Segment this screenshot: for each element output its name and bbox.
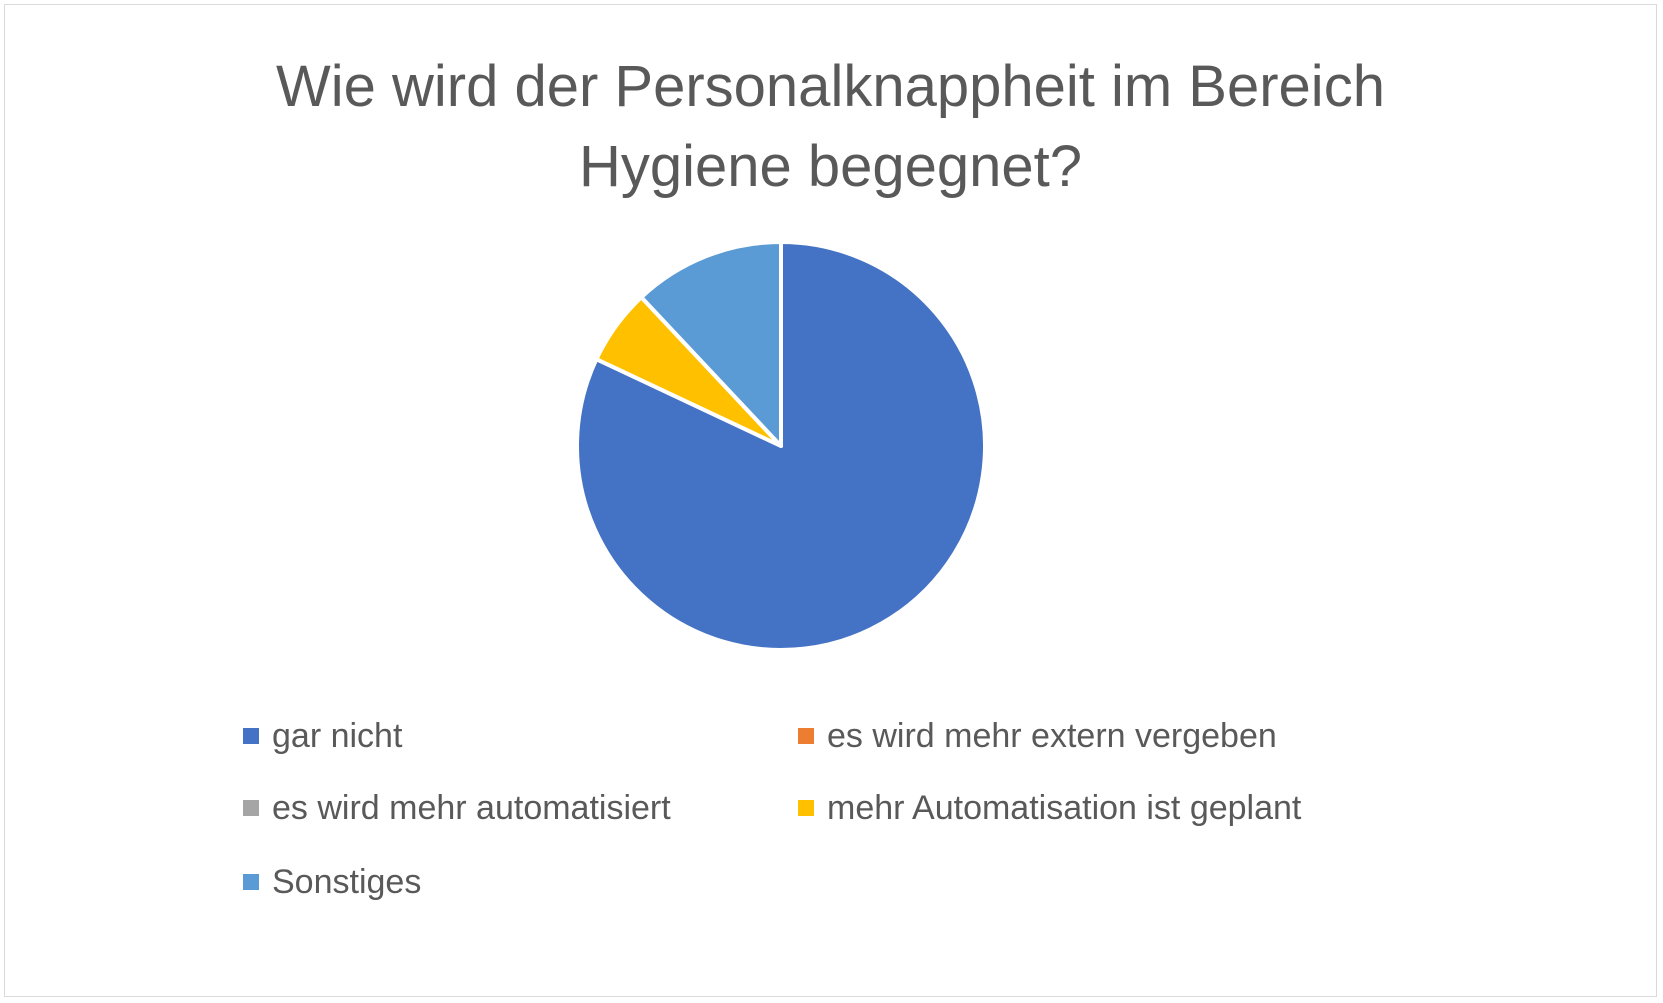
chart-title-line-1: Wie wird der Personalknappheit im Bereic… — [276, 54, 1385, 119]
pie-slice-sonstiges[interactable] — [639, 240, 783, 448]
pie-chart — [575, 240, 987, 652]
pie-slices — [575, 240, 987, 652]
chart-title-line-2: Hygiene begegnet? — [578, 134, 1083, 199]
chart-title: Wie wird der Personalknappheit im Bereic… — [5, 47, 1656, 207]
chart-area: Wie wird der Personalknappheit im Bereic… — [4, 4, 1657, 997]
